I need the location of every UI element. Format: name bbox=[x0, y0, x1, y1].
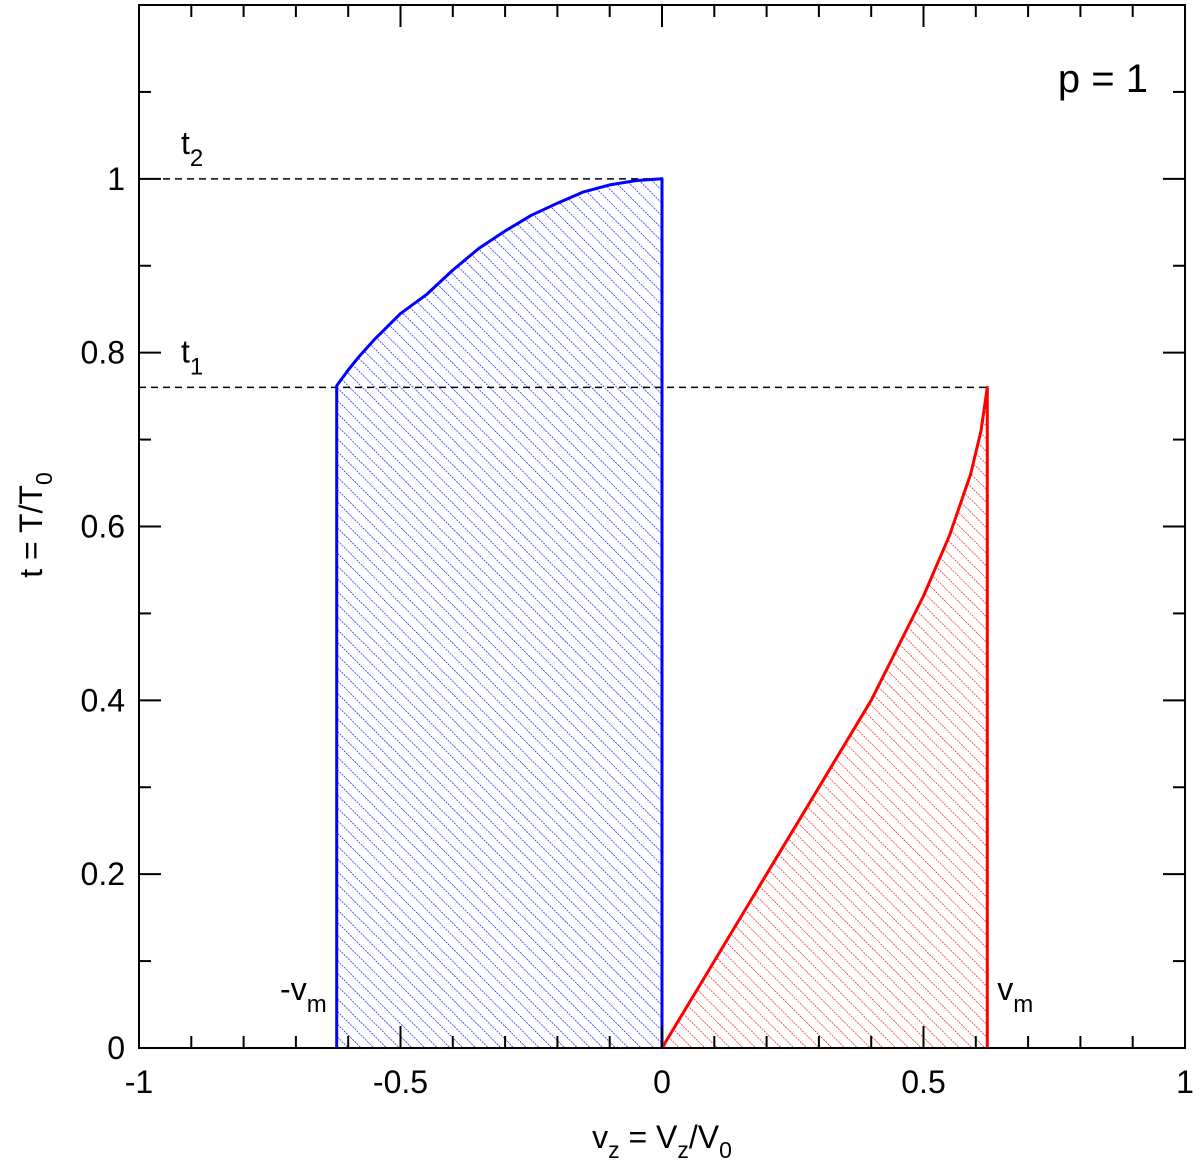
x-tick-label: 1 bbox=[1176, 1064, 1194, 1100]
x-tick-label: 0 bbox=[653, 1064, 671, 1100]
x-axis-ticks bbox=[138, 5, 1186, 1048]
reference-label-t1: t1 bbox=[181, 333, 203, 380]
y-tick-label: 0.6 bbox=[81, 509, 125, 545]
annotation-p: p = 1 bbox=[1058, 57, 1148, 101]
x-tick-labels: -1 -0.5 0 0.5 1 bbox=[125, 1064, 1194, 1100]
y-tick-label: 1 bbox=[107, 161, 125, 197]
y-tick-label: 0.2 bbox=[81, 856, 125, 892]
x-tick-label: -1 bbox=[125, 1064, 153, 1100]
y-tick-label: 0.4 bbox=[81, 682, 125, 718]
y-tick-label: 0 bbox=[107, 1030, 125, 1066]
series-1-hatch-fill bbox=[662, 387, 988, 1048]
series-curves bbox=[335, 177, 989, 1049]
y-tick-labels: 0 0.2 0.4 0.6 0.8 1 bbox=[81, 161, 125, 1066]
x-tick-label: 0.5 bbox=[901, 1064, 945, 1100]
y-axis-ticks bbox=[139, 4, 1185, 1049]
series-0-hatch-fill bbox=[336, 178, 662, 1049]
series-fills bbox=[336, 178, 988, 1049]
y-tick-label: 0.8 bbox=[81, 335, 125, 371]
x-tick-label: -0.5 bbox=[373, 1064, 428, 1100]
x-axis-label: vz = Vz/V0 bbox=[592, 1119, 732, 1162]
reference-lines bbox=[139, 178, 988, 389]
y-axis-label: t = T/T0 bbox=[13, 472, 57, 578]
series-0-curve bbox=[335, 177, 664, 1048]
marker-label-neg-vm: -vm bbox=[280, 971, 327, 1018]
reference-label-t2: t2 bbox=[181, 125, 203, 172]
annotation-labels: t1 t2 -vm vm bbox=[181, 125, 1033, 1018]
series-1-curve bbox=[660, 385, 989, 1049]
marker-label-vm: vm bbox=[997, 971, 1033, 1018]
